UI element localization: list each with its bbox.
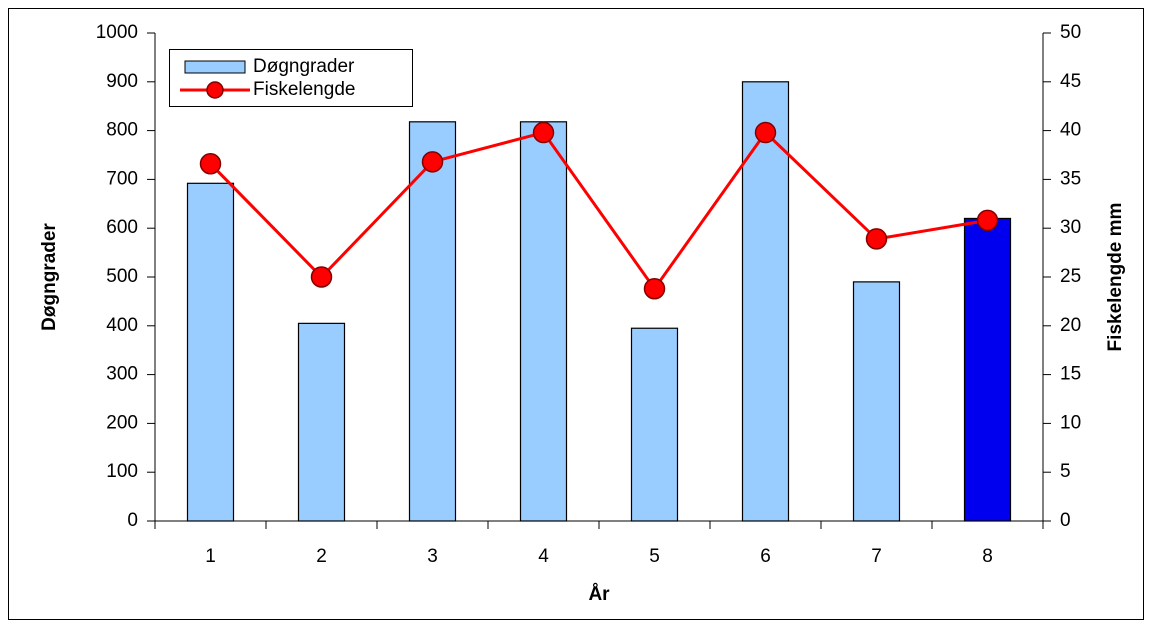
line-marker [754,121,777,144]
x-tick-label: 8 [982,546,993,567]
y-tick-label: 300 [106,364,138,385]
y-tick-label: 900 [106,71,138,92]
y2-tick-label: 50 [1060,22,1081,43]
line-marker [532,121,555,144]
legend-label: Fiskelengde [253,79,355,100]
y2-tick-label: 5 [1060,461,1071,482]
y-tick-label: 100 [106,461,138,482]
y2-tick-label: 45 [1060,71,1081,92]
y-tick-label: 500 [106,266,138,287]
y-tick-label: 700 [106,168,138,189]
x-tick-label: 3 [427,546,438,567]
y-tick-label: 600 [106,217,138,238]
y-tick-label: 400 [106,315,138,336]
bar [519,121,568,522]
line-marker [310,266,333,288]
y2-tick-label: 10 [1060,412,1081,433]
y2-tick-label: 15 [1060,364,1081,385]
x-tick-label: 5 [649,546,660,567]
y2-tick-label: 30 [1060,217,1081,238]
legend-swatch [184,60,246,74]
bar [297,322,346,522]
line-marker [199,153,222,175]
legend-marker [206,81,224,99]
y2-tick-label: 25 [1060,266,1081,287]
y-tick-label: 0 [127,510,138,531]
y2-tick-label: 40 [1060,120,1081,141]
line-marker [643,277,666,300]
line-marker [976,209,999,232]
y-tick-label: 200 [106,412,138,433]
y2-tick-label: 35 [1060,168,1081,189]
y-axis-title: Døgngrader [39,223,60,331]
y-tick-label: 1000 [96,22,138,43]
y2-axis-title: Fiskelengde mm [1105,203,1126,352]
y-tick-label: 800 [106,120,138,141]
line [209,130,988,292]
bar [852,281,901,522]
x-tick-label: 4 [538,546,549,567]
line-marker [865,228,888,250]
x-tick-label: 1 [205,546,216,567]
y2-tick-label: 20 [1060,315,1081,336]
legend-label: Døgngrader [253,56,355,77]
bar [630,327,679,522]
y2-tick-label: 0 [1060,510,1071,531]
x-tick-label: 7 [871,546,882,567]
bar [186,182,235,522]
line-marker [421,151,444,173]
x-tick-label: 2 [316,546,327,567]
bar [408,121,457,522]
x-axis-title: År [588,584,610,605]
bar [963,217,1012,522]
x-tick-label: 6 [760,546,771,567]
